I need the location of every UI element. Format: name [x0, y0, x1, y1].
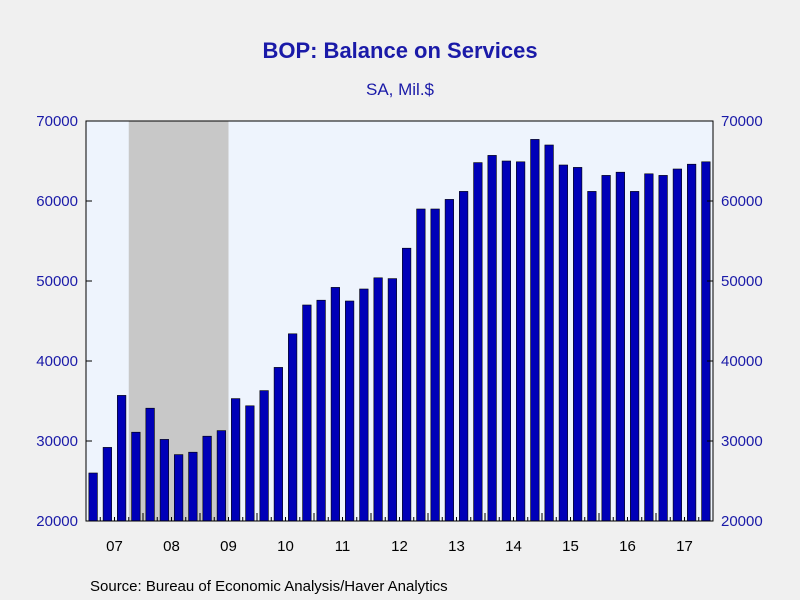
source-note: Source: Bureau of Economic Analysis/Have…: [90, 578, 448, 595]
bar-2007-Q3: [117, 395, 127, 522]
y-tick-label-right: 30000: [721, 433, 763, 450]
x-tick-label: 17: [676, 538, 693, 555]
x-tick-label: 15: [562, 538, 579, 555]
bar-2007-Q1: [88, 472, 98, 522]
bar-2009-Q4: [245, 405, 255, 522]
bar-2012-Q2: [387, 278, 397, 522]
bar-2011-Q2: [330, 287, 340, 522]
y-tick-label-left: 50000: [36, 273, 78, 290]
bar-2015-Q1: [544, 144, 554, 522]
chart-subtitle: SA, Mil.$: [365, 80, 435, 99]
y-tick-label-left: 30000: [36, 433, 78, 450]
x-tick-label: 12: [391, 538, 408, 555]
bar-2017-Q4: [701, 161, 711, 522]
y-tick-label-left: 20000: [36, 513, 78, 530]
x-tick-label: 08: [163, 538, 180, 555]
bar-2016-Q4: [644, 173, 654, 522]
bar-2013-Q4: [473, 162, 483, 522]
x-tick-label: 13: [448, 538, 465, 555]
x-tick-label: 14: [505, 538, 522, 555]
bar-2013-Q2: [444, 199, 454, 522]
y-tick-label-right: 50000: [721, 273, 763, 290]
bar-2007-Q2: [102, 447, 112, 522]
bar-2012-Q1: [373, 277, 383, 522]
bar-2016-Q2: [615, 171, 625, 522]
bar-2010-Q4: [302, 304, 312, 522]
bar-2011-Q3: [345, 300, 355, 522]
x-tick-label: 11: [335, 538, 351, 555]
bar-2009-Q3: [231, 398, 241, 522]
y-tick-label-left: 60000: [36, 193, 78, 210]
bar-2010-Q1: [259, 390, 269, 522]
bar-2012-Q3: [402, 247, 412, 522]
bar-2014-Q4: [530, 139, 540, 522]
bar-2015-Q2: [558, 164, 568, 522]
bar-2017-Q3: [687, 163, 697, 522]
bar-2014-Q3: [516, 161, 526, 522]
y-tick-label-right: 20000: [721, 513, 763, 530]
bar-2009-Q1: [202, 435, 212, 522]
y-tick-label-right: 70000: [721, 113, 763, 130]
bar-2010-Q3: [288, 333, 298, 522]
x-tick-label: 16: [619, 538, 636, 555]
bar-2016-Q1: [601, 175, 611, 522]
bar-2015-Q3: [573, 167, 583, 522]
bar-2009-Q2: [216, 430, 226, 522]
bar-2013-Q1: [430, 208, 440, 522]
bar-2008-Q2: [159, 439, 169, 522]
bar-2017-Q1: [658, 175, 668, 522]
bar-2014-Q2: [501, 160, 511, 522]
bar-2013-Q3: [459, 191, 469, 522]
bar-2010-Q2: [273, 367, 283, 522]
y-tick-label-left: 40000: [36, 353, 78, 370]
y-tick-label-left: 70000: [36, 113, 78, 130]
bar-2008-Q3: [174, 454, 184, 522]
y-tick-label-right: 40000: [721, 353, 763, 370]
x-tick-label: 10: [277, 538, 294, 555]
x-tick-label: 07: [106, 538, 123, 555]
bar-2016-Q3: [630, 191, 640, 522]
bar-2008-Q1: [145, 407, 155, 522]
bar-2007-Q4: [131, 431, 141, 522]
bar-2015-Q4: [587, 191, 597, 522]
x-tick-label: 09: [220, 538, 237, 555]
bar-2011-Q4: [359, 288, 369, 522]
bar-2017-Q2: [672, 168, 682, 522]
chart-title: BOP: Balance on Services: [262, 38, 538, 63]
bar-2014-Q1: [487, 155, 497, 522]
bar-2012-Q4: [416, 208, 426, 522]
y-tick-label-right: 60000: [721, 193, 763, 210]
bar-2011-Q1: [316, 299, 326, 522]
bar-2008-Q4: [188, 451, 198, 522]
